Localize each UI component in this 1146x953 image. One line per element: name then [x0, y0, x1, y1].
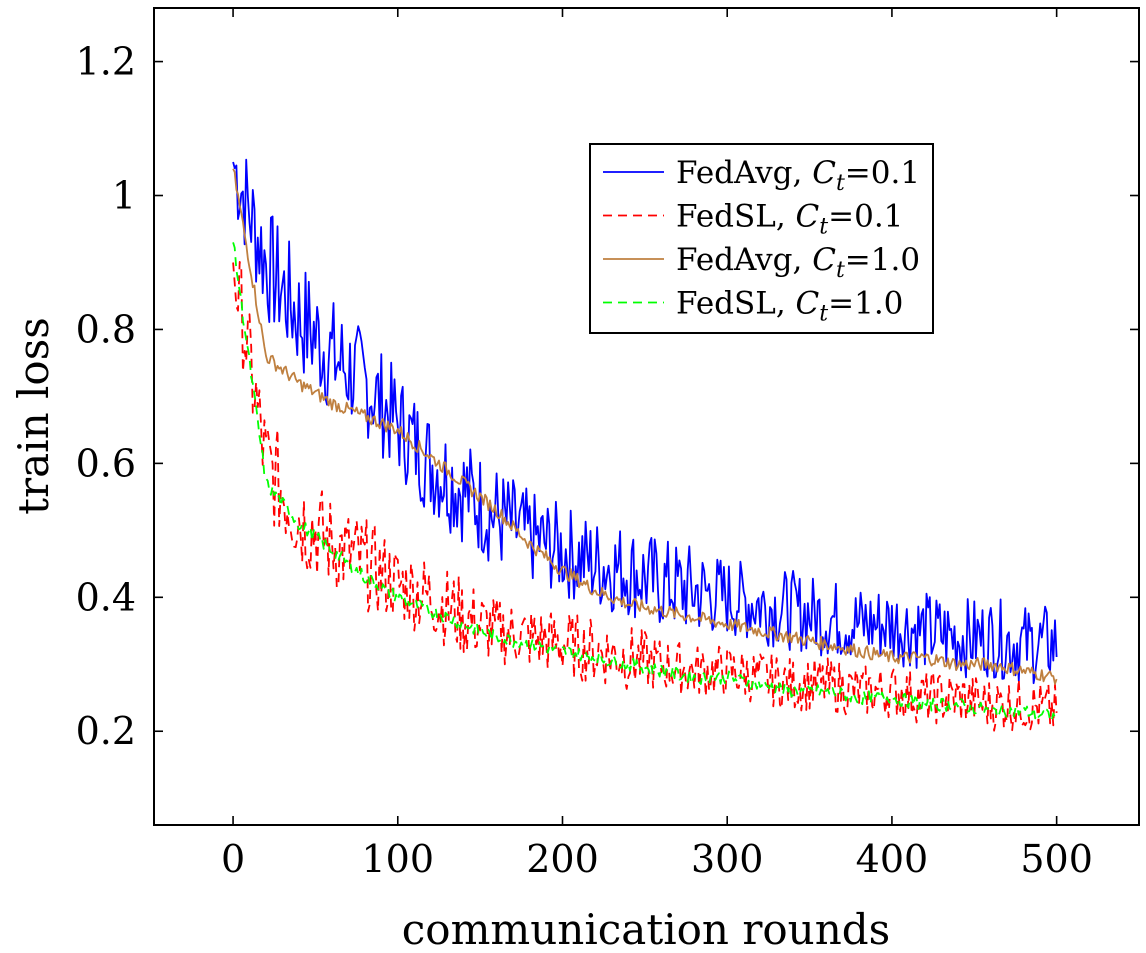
series-line-1	[232, 158, 1058, 685]
y-axis-label: train loss	[9, 317, 58, 515]
y-tick-label: 0.8	[76, 307, 136, 351]
y-tick-label: 0.4	[76, 575, 136, 619]
y-tick-label: 0.6	[76, 441, 136, 485]
series-line-3	[232, 168, 1058, 685]
legend-entry-4: FedSL, Ct=1.0	[676, 286, 903, 327]
legend-entry-3: FedAvg, Ct=1.0	[676, 242, 920, 283]
series-group	[232, 158, 1058, 732]
x-axis-label: communication rounds	[402, 905, 890, 949]
plot-frame	[153, 7, 1140, 826]
axes-group: 0 100 200 300 400 500 0.2 0.4 0.6 0.8 1 1.2	[76, 8, 1139, 881]
x-tick-label: 0	[221, 837, 245, 881]
x-tick-label: 400	[856, 837, 929, 881]
x-tick-label: 500	[1020, 837, 1093, 881]
x-tick-label: 100	[362, 837, 435, 881]
legend-box	[589, 143, 934, 334]
x-tick-label: 200	[526, 837, 599, 881]
y-tick-label: 1.2	[76, 40, 136, 84]
legend-entry-2: FedSL, Ct=0.1	[676, 199, 903, 240]
legend-entry-1: FedAvg, Ct=0.1	[676, 155, 920, 196]
y-tick-label: 1	[112, 174, 136, 218]
y-tick-label: 0.2	[76, 709, 136, 753]
x-tick-label: 300	[691, 837, 764, 881]
series-line-2	[232, 260, 1058, 732]
series-line-4	[232, 242, 1058, 722]
